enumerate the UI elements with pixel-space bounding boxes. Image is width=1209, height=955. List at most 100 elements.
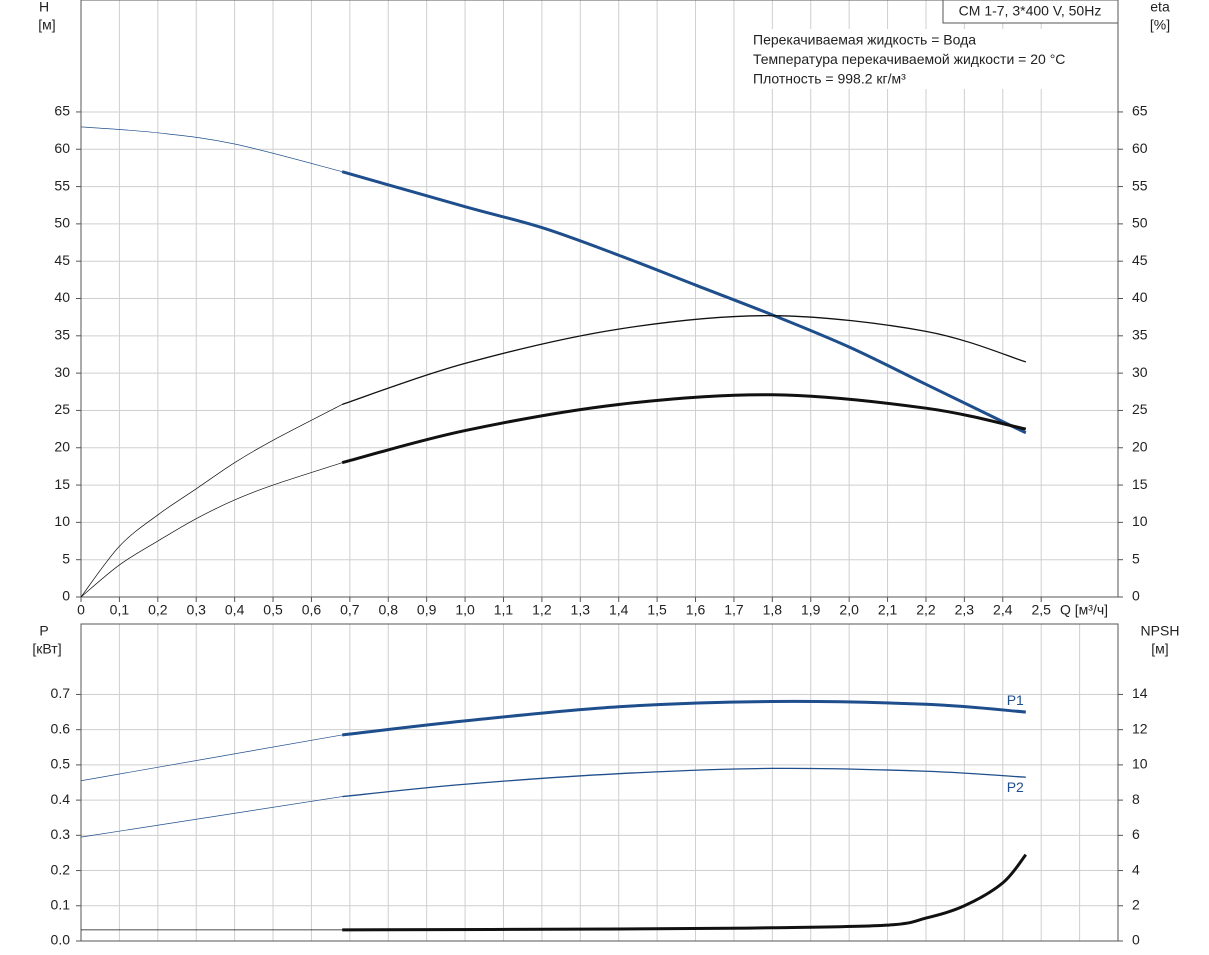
x-tick-label: 1,3 [571, 602, 591, 618]
y2-tick-label: 4 [1132, 861, 1140, 877]
x-tick-label: 0,9 [417, 602, 437, 618]
y2-tick-label: 40 [1132, 289, 1148, 305]
x-tick-label: 0,5 [263, 602, 283, 618]
y-tick-label: 45 [54, 252, 70, 268]
x-tick-label: 1,5 [647, 602, 667, 618]
x-tick-label: 0,6 [302, 602, 322, 618]
x-tick-label: 2,0 [839, 602, 859, 618]
y2-tick-label: 10 [1132, 756, 1148, 772]
curve [342, 767, 1026, 798]
x-tick-label: 0,7 [340, 602, 360, 618]
x-tick-label: 2,1 [878, 602, 898, 618]
curve [341, 170, 1027, 435]
y-tick-label: 55 [54, 177, 70, 193]
y-tick-label: 0.6 [51, 720, 71, 736]
y-tick-label: 35 [54, 327, 70, 343]
x-tick-label: 0,4 [225, 602, 245, 618]
y2-tick-label: 15 [1132, 476, 1148, 492]
y-tick-label: 0.1 [51, 896, 71, 912]
y-tick-label: 0.3 [51, 826, 71, 842]
y-tick-label: 50 [54, 215, 70, 231]
y2-tick-label: 8 [1132, 791, 1140, 807]
title-box [942, 0, 1119, 24]
curve [341, 699, 1026, 737]
y-tick-label: 40 [54, 289, 70, 305]
curve [341, 393, 1027, 465]
y2-tick-label: 10 [1132, 513, 1148, 529]
y2-tick-label: 0 [1132, 932, 1140, 948]
annotation: Плотность = 998.2 кг/м³ [753, 71, 906, 87]
y-tick-label: 10 [54, 513, 70, 529]
y-axis-unit: [м] [38, 17, 55, 33]
y-tick-label: 20 [54, 438, 70, 454]
chart-title: CM 1-7, 3*400 V, 50Hz [959, 3, 1102, 19]
curve [80, 734, 343, 782]
y-tick-label: 0.2 [51, 861, 71, 877]
y-tick-label: 30 [54, 364, 70, 380]
x-tick-label: 0,2 [148, 602, 168, 618]
curve [80, 796, 343, 838]
y2-tick-label: 50 [1132, 215, 1148, 231]
x-tick-label: 1,6 [686, 602, 706, 618]
y2-tick-label: 6 [1132, 826, 1140, 842]
y-tick-label: 0.4 [51, 791, 71, 807]
y-tick-label: 5 [62, 550, 70, 566]
y2-tick-label: 5 [1132, 550, 1140, 566]
curve [341, 315, 1027, 406]
y-axis-label: H [39, 0, 49, 15]
x-tick-label: 2,3 [955, 602, 975, 618]
y2-tick-label: 65 [1132, 103, 1148, 119]
annotation: Температура перекачиваемой жидкости = 20… [753, 51, 1065, 67]
y2-tick-label: 12 [1132, 720, 1148, 736]
y2-axis-unit: [%] [1150, 17, 1170, 33]
plot-frame [80, 623, 1119, 942]
x-tick-label: 1,1 [494, 602, 514, 618]
x-tick-label: 1,8 [763, 602, 783, 618]
x-tick-label: 1,4 [609, 602, 629, 618]
y2-tick-label: 14 [1132, 685, 1148, 701]
x-tick-label: 2,5 [1031, 602, 1051, 618]
curve [80, 462, 343, 598]
y2-tick-label: 20 [1132, 438, 1148, 454]
y-tick-label: 15 [54, 476, 70, 492]
y2-tick-label: 45 [1132, 252, 1148, 268]
y-tick-label: 0.5 [51, 756, 71, 772]
annotation-box [745, 29, 1117, 89]
y2-tick-label: 55 [1132, 177, 1148, 193]
curve [80, 126, 343, 172]
y-tick-label: 25 [54, 401, 70, 417]
x-tick-label: 0,3 [186, 602, 206, 618]
y2-axis-label: NPSH [1141, 623, 1180, 639]
x-tick-label: 0 [77, 602, 85, 618]
y-tick-label: 60 [54, 140, 70, 156]
x-axis-label: Q [м³/ч] [1060, 602, 1108, 618]
y-tick-label: 0 [62, 588, 70, 604]
series-label: P1 [1007, 692, 1024, 708]
y2-axis-label: eta [1150, 0, 1170, 15]
series-label: P2 [1007, 779, 1024, 795]
y2-tick-label: 60 [1132, 140, 1148, 156]
x-tick-label: 1,2 [532, 602, 552, 618]
y-tick-label: 0.7 [51, 685, 71, 701]
x-tick-label: 1,9 [801, 602, 821, 618]
x-tick-label: 0,8 [379, 602, 399, 618]
x-tick-label: 2,4 [993, 602, 1013, 618]
x-tick-label: 1,7 [724, 602, 744, 618]
x-tick-label: 0,1 [110, 602, 130, 618]
y2-tick-label: 0 [1132, 588, 1140, 604]
x-tick-label: 2,2 [916, 602, 936, 618]
annotation: Перекачиваемая жидкость = Вода [753, 32, 976, 48]
y2-tick-label: 25 [1132, 401, 1148, 417]
y2-tick-label: 35 [1132, 327, 1148, 343]
curve [80, 404, 343, 598]
y-axis-unit: [кВт] [32, 641, 61, 657]
curve [342, 853, 1028, 932]
y-tick-label: 65 [54, 103, 70, 119]
y-axis-label: P [39, 623, 48, 639]
y2-tick-label: 30 [1132, 364, 1148, 380]
y2-tick-label: 2 [1132, 896, 1140, 912]
x-tick-label: 1,0 [455, 602, 475, 618]
y2-axis-unit: [м] [1151, 641, 1168, 657]
